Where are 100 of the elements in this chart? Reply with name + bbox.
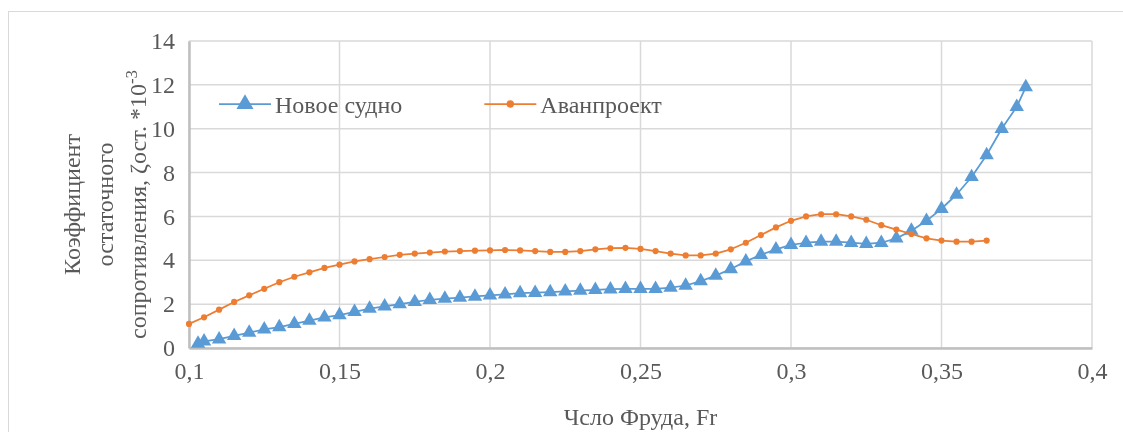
point — [276, 279, 283, 286]
point — [648, 280, 663, 293]
point — [693, 272, 708, 286]
x-axis-title: Чсло Фруда, Fr — [563, 404, 718, 430]
y-tick-label: 4 — [163, 247, 175, 274]
x-tick-label: 0,2 — [475, 358, 506, 385]
point — [241, 324, 257, 337]
point — [211, 330, 227, 344]
point — [532, 247, 539, 255]
y-tick-label: 8 — [163, 159, 175, 186]
y-tick-label: 14 — [151, 28, 175, 55]
point — [257, 321, 272, 334]
point — [798, 234, 814, 247]
point — [437, 290, 453, 303]
point — [317, 308, 332, 322]
y-tick-label: 10 — [151, 115, 175, 142]
point — [291, 273, 298, 280]
point — [757, 231, 764, 239]
point — [302, 312, 317, 325]
point — [261, 285, 268, 292]
point — [501, 246, 509, 254]
point — [603, 280, 618, 294]
point — [618, 280, 633, 293]
point — [953, 238, 960, 245]
point — [893, 226, 900, 233]
point — [573, 282, 588, 295]
point — [497, 285, 513, 299]
point — [843, 234, 859, 247]
point — [547, 248, 554, 256]
point — [802, 213, 810, 220]
point — [968, 238, 975, 245]
point — [874, 234, 889, 247]
point — [216, 306, 223, 313]
point — [231, 298, 238, 306]
point — [512, 284, 528, 298]
legend-label: Аванпроект — [540, 92, 663, 118]
point — [482, 287, 498, 300]
point — [633, 280, 648, 293]
x-tick-label: 0,15 — [319, 358, 361, 385]
point — [727, 246, 734, 253]
point — [351, 258, 358, 265]
point — [637, 245, 644, 252]
point — [712, 250, 719, 257]
x-tick-label: 0,3 — [776, 358, 807, 385]
point — [562, 248, 569, 256]
point — [818, 211, 825, 218]
point — [467, 288, 483, 301]
point — [682, 252, 689, 259]
point — [381, 253, 388, 261]
point — [471, 247, 479, 254]
point — [708, 267, 723, 280]
x-tick-label: 0,1 — [174, 358, 205, 385]
point — [652, 247, 659, 255]
y-tick-label: 6 — [163, 203, 175, 230]
point — [738, 253, 754, 266]
point — [588, 281, 603, 295]
x-tick-label: 0,4 — [1077, 358, 1108, 385]
point — [723, 260, 739, 274]
point — [859, 235, 874, 248]
point — [452, 289, 468, 302]
point — [742, 239, 749, 246]
point — [787, 217, 795, 224]
point — [422, 291, 438, 304]
point — [833, 211, 840, 218]
point — [272, 318, 287, 332]
point — [889, 230, 904, 243]
point — [226, 327, 242, 341]
point — [486, 247, 494, 254]
point — [366, 256, 373, 263]
point — [407, 293, 422, 307]
point — [878, 222, 885, 229]
point — [772, 224, 780, 231]
point — [377, 298, 392, 311]
point — [863, 216, 870, 223]
point — [607, 245, 614, 252]
point — [813, 233, 829, 246]
point — [362, 300, 377, 313]
point — [287, 315, 302, 329]
point — [321, 264, 328, 272]
point — [577, 247, 584, 255]
point — [558, 283, 573, 296]
y-tick-label: 2 — [163, 291, 175, 318]
point — [336, 261, 343, 268]
point — [768, 241, 784, 254]
point — [185, 320, 193, 327]
point — [622, 244, 629, 251]
point — [306, 269, 313, 276]
point — [332, 306, 347, 320]
point — [347, 303, 362, 316]
point — [426, 249, 433, 256]
point — [828, 233, 844, 246]
point — [667, 250, 674, 257]
y-tick-label: 0 — [163, 335, 175, 362]
point — [938, 237, 945, 244]
point — [848, 213, 855, 220]
point — [246, 292, 253, 299]
point — [908, 230, 915, 238]
point — [753, 246, 769, 259]
point — [396, 251, 403, 258]
point — [923, 235, 930, 242]
